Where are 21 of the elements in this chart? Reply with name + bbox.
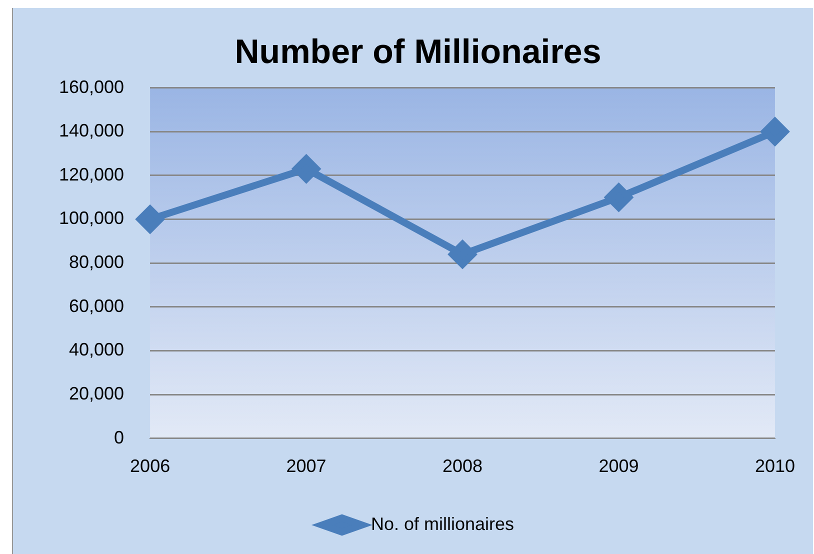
x-tick-label: 2010 xyxy=(754,456,795,476)
point xyxy=(136,206,164,233)
y-tick-label: 80,000 xyxy=(69,252,124,272)
y-tick-label: 60,000 xyxy=(69,296,124,316)
chart-title: Number of Millionaires xyxy=(234,32,602,71)
y-tick-label: 120,000 xyxy=(58,164,124,184)
point xyxy=(292,155,320,182)
x-tick-label: 2007 xyxy=(286,456,326,476)
x-tick-label: 2009 xyxy=(598,456,639,476)
legend-label: No. of millionaires xyxy=(370,514,514,534)
y-tick-label: 0 xyxy=(114,427,124,448)
y-tick-label: 160,000 xyxy=(58,76,124,97)
x-tick-label: 2008 xyxy=(442,456,483,476)
y-tick-label: 20,000 xyxy=(69,384,124,404)
y-tick-label: 140,000 xyxy=(58,120,124,141)
y-tick-label: 40,000 xyxy=(69,340,124,360)
point xyxy=(605,184,632,211)
x-tick-label: 2006 xyxy=(130,456,170,476)
point xyxy=(449,240,476,268)
y-tick-label: 100,000 xyxy=(58,208,124,228)
point xyxy=(761,118,788,146)
